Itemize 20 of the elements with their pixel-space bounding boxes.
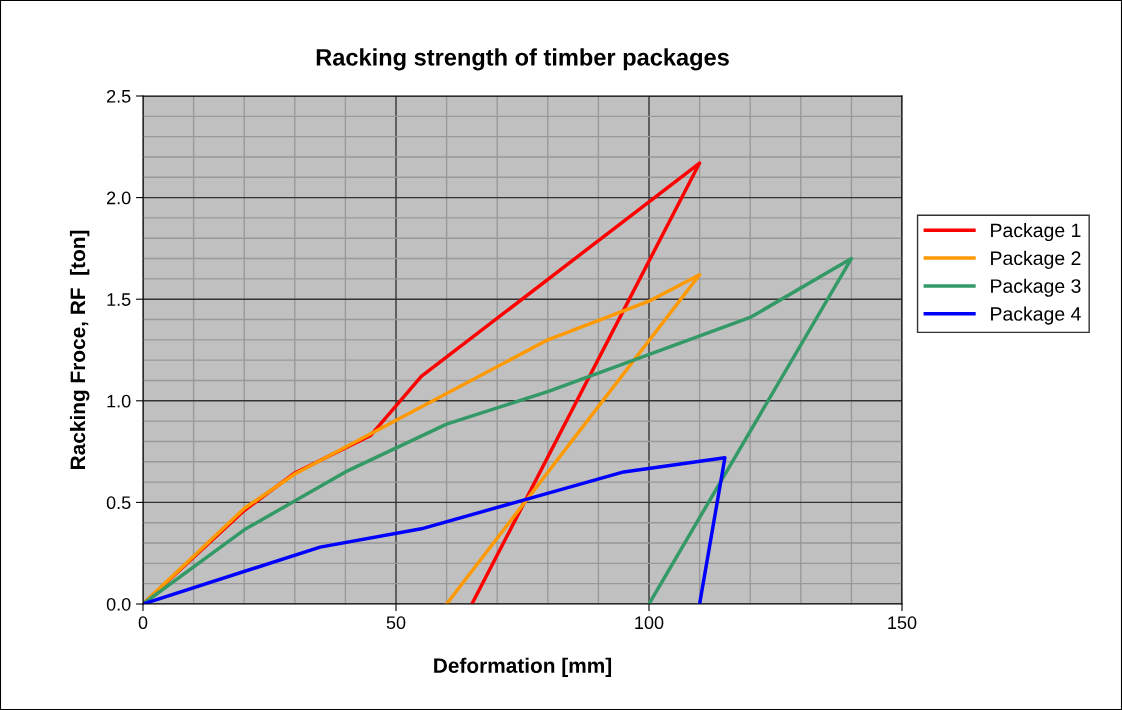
y-tick-label: 2.0 <box>107 191 131 205</box>
line-series <box>143 455 727 604</box>
x-tick-label: 0 <box>138 616 148 630</box>
y-axis-title: Racking Froce, RF [ton] <box>69 230 90 469</box>
y-tick-label: 1.0 <box>107 394 131 408</box>
line-series <box>143 256 854 604</box>
chart-title: Racking strength of timber packages <box>316 48 729 71</box>
y-tick-label: 2.5 <box>107 89 131 103</box>
y-tick-label: 0.0 <box>106 597 131 611</box>
legend-label: Package 2 <box>991 250 1081 269</box>
legend-label: Package 3 <box>991 278 1081 297</box>
line-series <box>143 273 702 604</box>
x-tick-label: 100 <box>635 616 664 630</box>
legend-label: Package 4 <box>991 306 1081 325</box>
x-tick-label: 150 <box>888 616 917 630</box>
y-tick-label: 0.5 <box>106 496 131 510</box>
x-axis-title: Deformation [mm] <box>434 657 612 678</box>
legend-label: Package 1 <box>991 222 1081 242</box>
x-tick-label: 50 <box>386 616 406 630</box>
y-tick-label: 1.5 <box>107 293 131 306</box>
